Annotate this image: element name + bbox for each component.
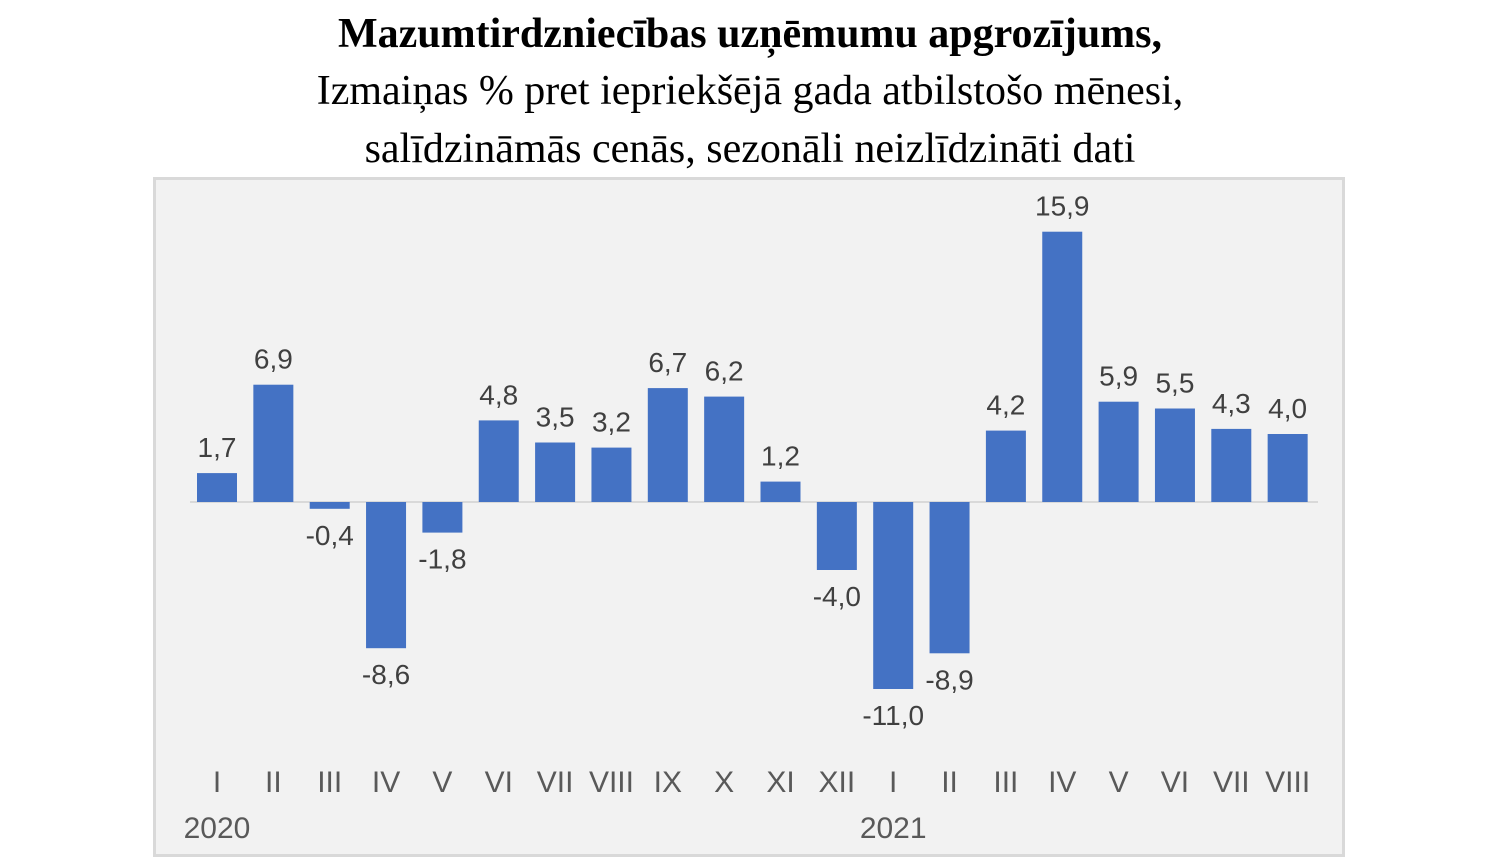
x-tick-label: X [714,766,734,799]
data-label: 4,8 [479,379,518,410]
bar [873,502,914,689]
chart-area [153,177,1345,857]
x-tick-label: VII [1213,766,1250,799]
x-tick-label: II [941,766,958,799]
data-label: 5,5 [1155,368,1194,399]
bar [422,502,463,533]
bar [1098,401,1139,502]
data-label: 4,0 [1268,393,1307,424]
bar [1211,428,1252,502]
data-label: -0,4 [306,520,354,551]
x-tick-label: V [432,766,452,799]
data-label: 6,7 [648,347,687,378]
chart-subtitle-line-2: salīdzināmās cenās, sezonāli neizlīdzinā… [364,126,1136,172]
x-tick-label: XI [766,766,794,799]
data-label: 6,9 [254,344,293,375]
data-label: -8,6 [362,659,410,690]
chart-title-block: Mazumtirdzniecības uzņēmumu apgrozījums,… [0,6,1500,178]
bar [535,442,576,502]
bar [1154,408,1195,502]
data-label: 3,5 [536,402,575,433]
bar [985,430,1026,502]
bar [253,384,294,502]
bar [197,473,237,502]
data-label: 5,9 [1099,361,1138,392]
data-label: 3,2 [592,407,631,438]
chart-title: Mazumtirdzniecības uzņēmumu apgrozījums, [337,11,1163,57]
bar [760,481,801,502]
data-label: 6,2 [705,356,744,387]
x-tick-label: IV [372,766,400,799]
year-group-label: 2020 [184,812,251,845]
bar [816,502,857,570]
bar [478,420,519,502]
year-group-label: 2021 [860,812,927,845]
data-label: -8,9 [925,664,973,695]
x-tick-label: I [889,766,897,799]
x-tick-label: I [213,766,221,799]
bar [647,388,688,502]
bar [1042,231,1083,502]
x-tick-label: VI [485,766,513,799]
x-tick-label: VIII [589,766,634,799]
x-tick-label: VIII [1265,766,1310,799]
data-label: 1,2 [761,441,800,472]
bar [591,447,632,502]
data-label: 4,3 [1212,388,1251,419]
bar [704,396,745,502]
x-tick-label: III [993,766,1018,799]
data-label: 1,7 [198,432,237,463]
x-tick-label: VI [1161,766,1189,799]
data-label: -11,0 [862,700,924,731]
chart-subtitle-line-1: Izmaiņas % pret iepriekšējā gada atbilst… [316,68,1184,114]
x-tick-label: XII [819,766,856,799]
data-label: 15,9 [1035,191,1090,222]
x-tick-label: III [317,766,342,799]
bar [929,502,970,654]
x-tick-label: VII [537,766,574,799]
x-tick-label: II [265,766,282,799]
data-label: -4,0 [813,581,861,612]
x-tick-label: V [1109,766,1129,799]
data-label: 4,2 [986,390,1025,421]
x-tick-label: IV [1048,766,1076,799]
bar [1267,434,1308,502]
bar [366,502,407,649]
bar [309,502,350,509]
data-label: -1,8 [418,544,466,575]
x-tick-label: IX [654,766,682,799]
